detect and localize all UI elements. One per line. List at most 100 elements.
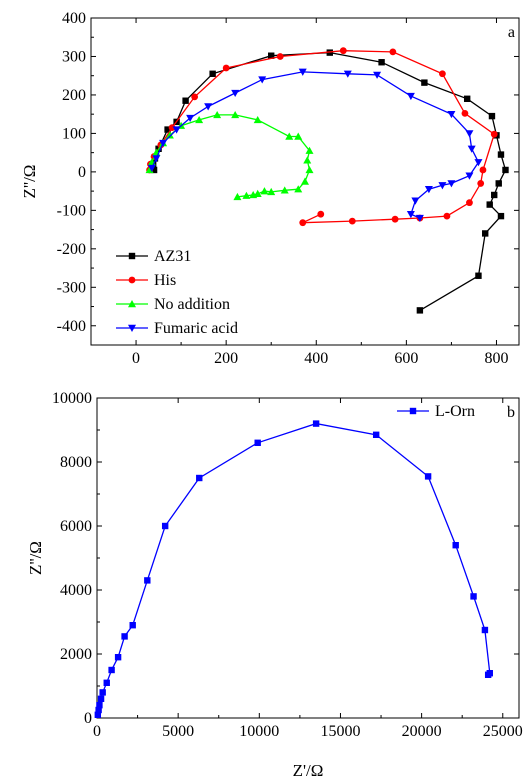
panel-a-data-point-no-addition xyxy=(195,115,204,124)
panel-a-y-tick-label: -300 xyxy=(57,279,86,296)
panel-a-legend-marker-his xyxy=(128,276,136,284)
panel-a-data-point-az31 xyxy=(497,212,505,220)
panel-b-data-point-l-orn xyxy=(484,671,492,678)
panel-a-data-point-no-addition xyxy=(249,190,258,199)
panel-b-x-tick-label: 0 xyxy=(93,723,101,740)
panel-b-data-point-l-orn xyxy=(96,702,103,709)
panel-a-data-point-his xyxy=(339,47,347,55)
panel-a-data-point-fumaric-acid xyxy=(172,126,181,134)
panel-b-plot-frame xyxy=(96,397,520,719)
panel-a-data-point-fumaric-acid xyxy=(204,103,213,111)
panel-a-data-point-az31 xyxy=(497,151,505,158)
panel-b-data-point-l-orn xyxy=(196,474,203,482)
panel-a-data-point-fumaric-acid xyxy=(406,92,415,101)
panel-a-data-point-no-addition xyxy=(253,115,262,124)
panel-a-data-point-his xyxy=(168,124,176,132)
panel-a-y-tick-label: 200 xyxy=(62,87,86,104)
panel-a-data-point-fumaric-acid xyxy=(465,130,474,138)
panel-a-data-point-az31 xyxy=(416,307,424,314)
panel-a-y-axis-label: Z''/Ω xyxy=(20,165,39,199)
panel-a-panel-label: a xyxy=(508,24,515,41)
panel-b-x-tick-label: 10000 xyxy=(239,723,279,740)
panel-b-data-point-l-orn xyxy=(424,473,432,480)
panel-a-data-point-fumaric-acid xyxy=(186,114,195,123)
panel-a-series-az31 xyxy=(149,49,509,314)
panel-b-x-axis-label: Z'/Ω xyxy=(293,761,324,778)
panel-b-y-tick-label: 10000 xyxy=(52,390,92,407)
panel-b-data-point-l-orn xyxy=(161,522,169,530)
panel-a-data-point-fumaric-acid xyxy=(406,211,415,219)
panel-a-data-point-his xyxy=(490,130,498,138)
panel-a-data-point-fumaric-acid xyxy=(343,70,352,78)
panel-a-data-point-no-addition xyxy=(165,131,174,139)
panel-a-data-point-az31 xyxy=(268,52,275,59)
panel-b-x-tick-label: 15000 xyxy=(320,723,360,740)
panel-b-x-tick-label: 20000 xyxy=(402,723,442,740)
panel-a-y-tick-label: -200 xyxy=(57,241,86,258)
panel-a-data-point-his xyxy=(391,215,399,223)
panel-a-data-point-az31 xyxy=(378,59,385,66)
panel-b-legend-marker-l-orn xyxy=(409,407,417,415)
panel-a-data-point-no-addition xyxy=(305,146,314,154)
panel-a-data-point-fumaric-acid xyxy=(373,71,382,79)
panel-b-data-point-l-orn xyxy=(99,689,106,696)
panel-b-data-point-l-orn xyxy=(108,666,115,674)
panel-a-data-point-fumaric-acid xyxy=(415,214,424,223)
panel-a-data-point-no-addition xyxy=(294,185,303,193)
panel-b-y-tick-label: 0 xyxy=(84,710,92,727)
panel-b-legend: L-Orn xyxy=(397,403,475,420)
panel-a-data-point-fumaric-acid xyxy=(465,172,474,180)
panel-a-data-point-az31 xyxy=(482,230,489,237)
panel-a-data-point-fumaric-acid xyxy=(298,68,307,76)
panel-a-data-point-no-addition xyxy=(267,187,276,196)
panel-a: 0 200 400 600 800 -400 -300 -200 -100 0 100 200 300 4… xyxy=(20,10,520,367)
panel-a-data-point-fumaric-acid xyxy=(159,139,168,148)
panel-a-legend-marker-az31 xyxy=(128,252,136,260)
panel-a-data-point-az31 xyxy=(164,126,171,133)
panel-a-data-point-no-addition xyxy=(231,110,240,119)
panel-a-data-point-az31 xyxy=(475,272,482,279)
panel-b-x-tick-label: 25000 xyxy=(483,723,523,740)
panel-a-data-point-his xyxy=(461,110,469,117)
panel-a-data-point-fumaric-acid xyxy=(447,110,456,119)
panel-a-series-line-fumaric-acid xyxy=(151,71,480,219)
panel-a-data-point-az31 xyxy=(488,112,496,120)
panel-a-legend-marker-fumaric-acid xyxy=(128,324,136,332)
panel-b-data-point-l-orn xyxy=(97,695,105,702)
panel-a-data-point-his xyxy=(222,64,230,72)
panel-a-x-tick-label: 800 xyxy=(484,350,508,367)
panel-a-x-tick-label: 200 xyxy=(214,350,238,367)
panel-b-x-tick-label: 5000 xyxy=(162,723,194,740)
panel-a-series-no-addition xyxy=(145,110,314,201)
panel-a-data-point-no-addition xyxy=(213,110,222,119)
panel-b-data-point-l-orn xyxy=(121,633,128,640)
panel-b-data-point-l-orn xyxy=(452,542,459,549)
panel-b-series-line-l-orn xyxy=(97,422,491,715)
panel-a-data-point-fumaric-acid xyxy=(147,164,156,173)
panel-a-legend-label-fumaric-acid: Fumaric acid xyxy=(154,320,238,337)
panel-a-data-point-his xyxy=(276,53,284,60)
panel-b-data-point-l-orn xyxy=(481,626,489,634)
panel-a-data-point-no-addition xyxy=(233,192,242,201)
panel-b-y-tick-label: 4000 xyxy=(60,582,92,599)
panel-a-data-point-az31 xyxy=(495,180,502,187)
panel-b-data-point-l-orn xyxy=(372,431,380,438)
panel-a-data-point-his xyxy=(439,70,446,78)
panel-a-data-point-no-addition xyxy=(253,189,262,198)
panel-a-x-tick-label: 600 xyxy=(394,350,418,367)
panel-b-data-point-l-orn xyxy=(95,706,102,714)
panel-a-data-point-his xyxy=(479,166,487,174)
panel-b: 0 5000 10000 15000 20000 25000 0 2000 4000 6000 80… xyxy=(26,390,523,778)
panel-a-data-point-fumaric-acid xyxy=(467,145,476,153)
panel-a-data-point-az31 xyxy=(182,97,189,104)
panel-a-data-point-his xyxy=(317,210,325,218)
panel-b-data-point-l-orn xyxy=(129,622,136,629)
panel-a-data-point-no-addition xyxy=(242,191,251,199)
panel-a-y-tick-label: -100 xyxy=(57,202,86,219)
panel-b-data-point-l-orn xyxy=(470,593,477,600)
panel-b-y-axis-label: Z''/Ω xyxy=(26,541,45,575)
panel-a-y-tick-label: 0 xyxy=(78,164,86,181)
panel-a-data-point-his xyxy=(466,199,473,207)
panel-a-data-point-no-addition xyxy=(305,165,314,174)
